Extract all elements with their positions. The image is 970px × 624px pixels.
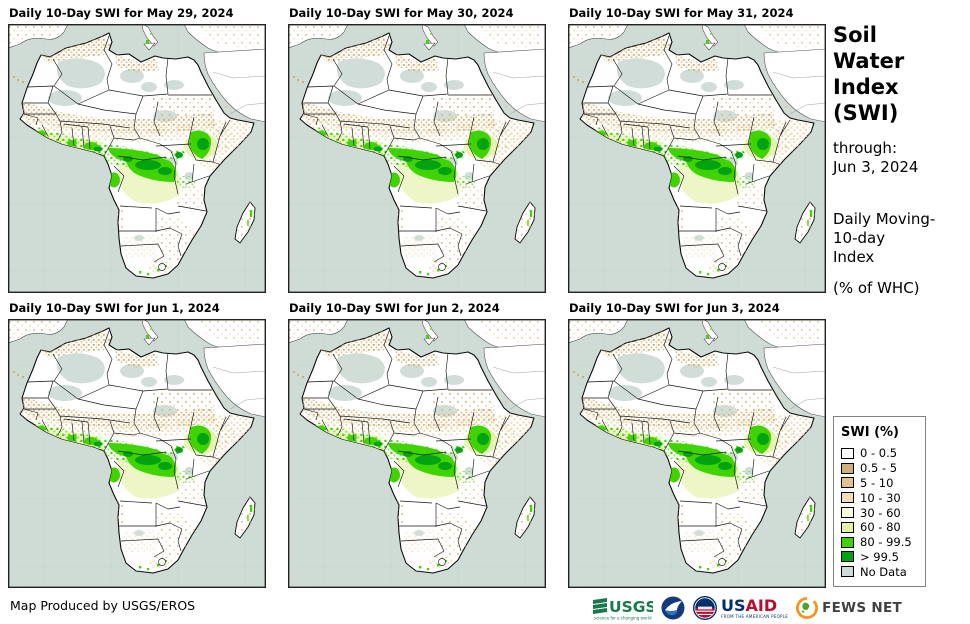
legend-item: 0 - 0.5 (841, 446, 925, 461)
africa-map (568, 319, 826, 588)
usaid-logo: USAID FROM THE AMERICAN PEOPLE (693, 596, 788, 620)
legend-item: 80 - 99.5 (841, 535, 925, 550)
panel-title: Daily 10-Day SWI for Jun 1, 2024 (9, 301, 220, 315)
legend-item: No Data (841, 564, 925, 579)
legend-item: 30 - 60 (841, 505, 925, 520)
legend-swatch (841, 477, 854, 489)
panel-title: Daily 10-Day SWI for May 30, 2024 (289, 6, 514, 20)
usaid-tagline: FROM THE AMERICAN PEOPLE (721, 613, 789, 619)
page-title: Soil Water Index (SWI) (833, 23, 905, 126)
legend: SWI (%) 0 - 0.5 0.5 - 5 5 - 10 10 - 30 3… (833, 416, 926, 587)
panel-title: Daily 10-Day SWI for May 29, 2024 (9, 6, 234, 20)
subtitle-line: Index (833, 248, 875, 267)
panel-title: Daily 10-Day SWI for Jun 3, 2024 (569, 301, 780, 315)
panel-title: Daily 10-Day SWI for May 31, 2024 (569, 6, 794, 20)
usgs-logo: USGS science for a changing world (593, 595, 653, 622)
noaa-logo (661, 596, 685, 620)
legend-item: 60 - 80 (841, 520, 925, 535)
fews-net-logo: FEWS NET (796, 597, 902, 619)
fews-net-wordmark: FEWS NET (822, 600, 903, 616)
legend-item: 5 - 10 (841, 476, 925, 491)
through-date: Jun 3, 2024 (833, 158, 919, 177)
subtitle-line: 10-day (833, 229, 886, 248)
legend-title: SWI (%) (841, 425, 899, 440)
africa-map (288, 24, 546, 293)
panel-title: Daily 10-Day SWI for Jun 2, 2024 (289, 301, 500, 315)
usgs-tagline: science for a changing world (594, 615, 652, 620)
panel-jun-1: Daily 10-Day SWI for Jun 1, 2024 (8, 298, 266, 588)
usgs-wordmark: USGS (609, 598, 653, 616)
through-label: through: (833, 139, 897, 158)
panel-may-31: Daily 10-Day SWI for May 31, 2024 (568, 3, 826, 293)
legend-swatch (841, 492, 854, 504)
unit-label: (% of WHC) (833, 279, 920, 298)
panel-jun-2: Daily 10-Day SWI for Jun 2, 2024 (288, 298, 546, 588)
map-credit: Map Produced by USGS/EROS (10, 598, 196, 613)
legend-swatch (841, 551, 854, 563)
panel-may-29: Daily 10-Day SWI for May 29, 2024 (8, 3, 266, 293)
legend-swatch (841, 462, 854, 474)
usaid-wordmark-aid: AID (745, 595, 778, 615)
legend-item: 10 - 30 (841, 490, 925, 505)
partner-logos: USGS science for a changing world USAID (593, 593, 902, 623)
africa-map (8, 319, 266, 588)
legend-swatch (841, 566, 854, 578)
legend-swatch (841, 507, 854, 519)
africa-map (568, 24, 826, 293)
legend-swatch (841, 536, 854, 548)
panel-may-30: Daily 10-Day SWI for May 30, 2024 (288, 3, 546, 293)
usaid-wordmark-us: US (721, 595, 746, 615)
africa-map (288, 319, 546, 588)
africa-map (8, 24, 266, 293)
legend-item: 0.5 - 5 (841, 461, 925, 476)
sidebar-info: Soil Water Index (SWI) through: Jun 3, 2… (833, 22, 965, 297)
panel-jun-3: Daily 10-Day SWI for Jun 3, 2024 (568, 298, 826, 588)
legend-swatch (841, 521, 854, 533)
legend-swatch (841, 447, 854, 459)
subtitle-line: Daily Moving- (833, 210, 936, 229)
legend-item: > 99.5 (841, 550, 925, 565)
